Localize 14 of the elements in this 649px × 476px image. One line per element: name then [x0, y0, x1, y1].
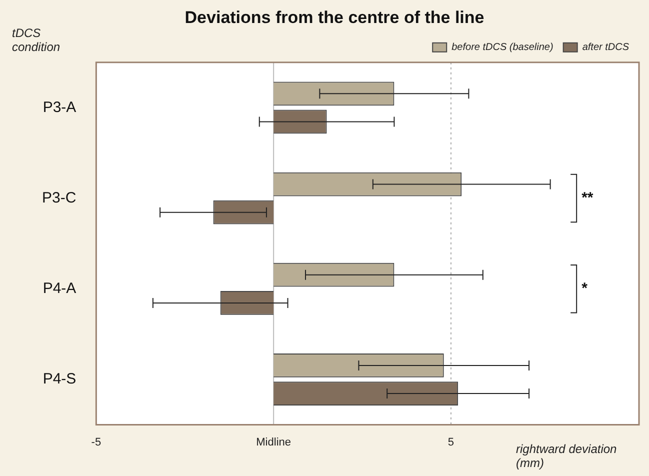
y-tick-label: P3-C: [42, 189, 76, 206]
x-tick-label: -5: [91, 436, 102, 448]
y-tick-label: P3-A: [42, 98, 76, 116]
legend-label: before tDCS (baseline): [452, 42, 554, 54]
annotation: *: [582, 280, 588, 298]
x-axis-title: rightward deviation (mm): [516, 442, 618, 470]
y-tick-label: P4-A: [42, 280, 76, 298]
chart-title: Deviations from the centre of the line: [184, 8, 484, 27]
y-tick-label: P4-S: [42, 370, 76, 388]
annotation: **: [582, 189, 594, 206]
x-tick-label: 5: [448, 436, 454, 448]
legend-label: after tDCS: [582, 42, 630, 54]
y-axis-title: tDCS condition: [12, 26, 62, 54]
x-tick-label: Midline: [256, 436, 291, 448]
